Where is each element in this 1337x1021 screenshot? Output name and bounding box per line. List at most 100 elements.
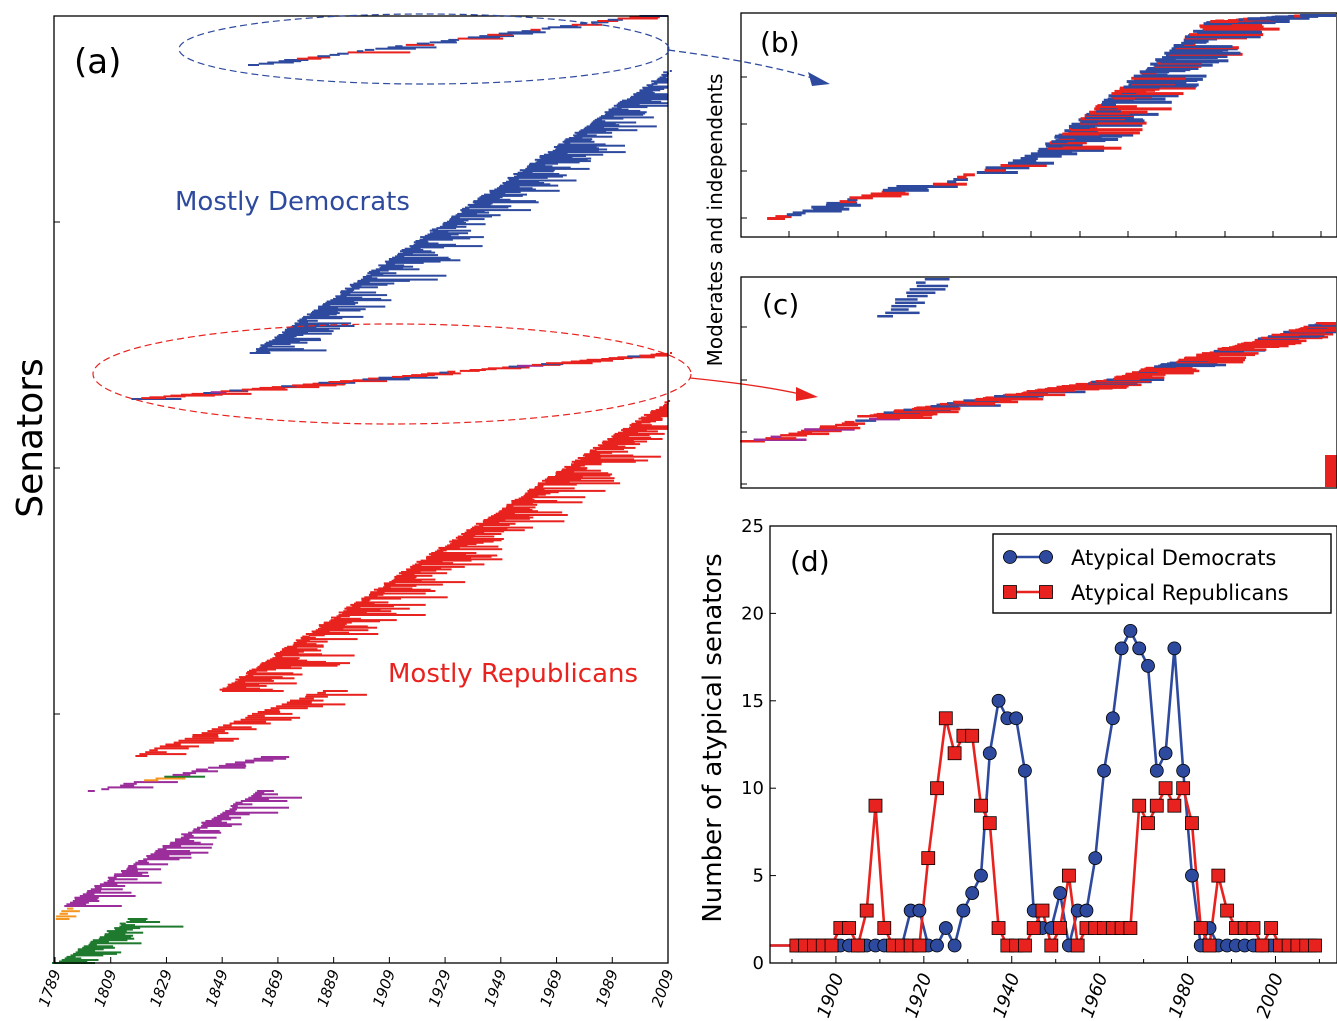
senator-bar	[223, 724, 232, 727]
data-point	[1123, 623, 1138, 638]
senator-bar	[534, 158, 588, 161]
legend-label: Atypical Democrats	[1071, 546, 1276, 570]
senator-bar	[1294, 14, 1303, 18]
senator-bar	[593, 120, 606, 123]
senator-bar	[589, 450, 629, 453]
senator-bar	[571, 23, 603, 26]
senator-bar	[451, 215, 492, 218]
senator-bar	[589, 451, 613, 454]
data-point	[824, 938, 839, 953]
senator-bar	[343, 610, 392, 613]
senator-bar	[410, 246, 445, 249]
senator-bar	[410, 567, 442, 570]
senator-bar	[82, 893, 95, 896]
senator-bar	[499, 184, 559, 187]
senator-bar	[207, 730, 225, 733]
senator-bar	[275, 655, 283, 658]
senator-bar	[542, 479, 614, 482]
senator-bar	[438, 546, 460, 549]
senator-bar	[452, 539, 502, 542]
data-point	[1018, 938, 1032, 953]
senator-bar	[553, 146, 597, 148]
senator-bar	[1070, 128, 1143, 132]
senator-bar	[213, 816, 242, 819]
senator-bar	[622, 427, 668, 430]
senator-bar	[792, 211, 806, 215]
senator-bar	[294, 322, 352, 325]
senator-bar	[655, 352, 668, 355]
senator-bar	[465, 206, 509, 209]
senator-bar	[103, 881, 162, 884]
senator-bar	[633, 94, 668, 97]
senator-bar	[175, 840, 195, 842]
senator-bar	[442, 224, 458, 227]
senator-bar	[283, 332, 332, 335]
senator-bar	[770, 435, 782, 439]
senator-bar	[932, 182, 967, 186]
senator-bar	[506, 505, 514, 508]
senator-bar	[126, 921, 161, 923]
senator-bar	[547, 151, 626, 154]
senator-bar	[461, 533, 502, 535]
senator-bar	[357, 279, 410, 282]
data-point	[1167, 641, 1182, 656]
senator-bar	[82, 946, 115, 949]
senator-bar	[647, 85, 668, 88]
senator-bar	[1316, 322, 1336, 325]
senator-bar	[367, 272, 397, 275]
senator-bar	[237, 679, 274, 682]
senator-bar	[584, 453, 601, 456]
senator-bar	[249, 352, 271, 354]
senator-bar	[290, 699, 324, 702]
senator-bar	[568, 137, 583, 139]
data-point	[947, 746, 962, 761]
senator-bar	[430, 554, 498, 557]
senator-bar	[281, 648, 318, 651]
senator-bar	[61, 959, 99, 961]
senator-bar	[1096, 380, 1109, 383]
senator-bar	[1197, 30, 1262, 34]
senator-bar	[797, 431, 813, 434]
senator-bar	[278, 334, 304, 336]
senator-bar	[555, 148, 608, 151]
senator-bar	[384, 584, 417, 587]
senator-bar	[767, 217, 785, 220]
senator-bar	[646, 84, 654, 87]
senator-bar	[627, 355, 641, 358]
senator-bar	[270, 658, 299, 661]
senator-bar	[1203, 27, 1280, 31]
senator-bar	[284, 646, 298, 649]
senator-bar	[104, 934, 134, 937]
senator-bar	[896, 185, 944, 188]
senator-bar	[318, 306, 339, 309]
senator-bar	[404, 247, 421, 250]
senator-bar	[1221, 347, 1237, 350]
senator-bar	[256, 349, 327, 352]
senator-bar	[368, 377, 379, 380]
senator-bar	[259, 664, 338, 667]
senator-bar	[353, 282, 395, 285]
senator-bar	[629, 16, 660, 19]
data-point	[1211, 868, 1226, 883]
senator-bar	[274, 653, 322, 656]
senator-bar	[1274, 15, 1295, 19]
senator-bar	[1107, 97, 1166, 101]
senator-bar	[907, 294, 928, 298]
senator-bar	[469, 369, 486, 371]
senator-bar	[565, 138, 593, 141]
senator-bar	[127, 866, 138, 869]
senator-bar	[323, 303, 356, 306]
senator-bar	[330, 299, 392, 302]
senator-bar	[494, 188, 536, 191]
panel-a-x-tick-label: 2009	[648, 967, 678, 1009]
senator-bar	[344, 287, 360, 290]
senator-bar	[498, 32, 534, 35]
data-point	[912, 938, 927, 953]
senator-bar	[939, 402, 996, 406]
senator-bar	[544, 478, 581, 481]
senator-bar	[562, 468, 587, 471]
senator-bar	[589, 124, 620, 127]
senator-bar	[229, 389, 249, 392]
senator-bar	[537, 482, 621, 485]
data-point	[1185, 816, 1199, 831]
